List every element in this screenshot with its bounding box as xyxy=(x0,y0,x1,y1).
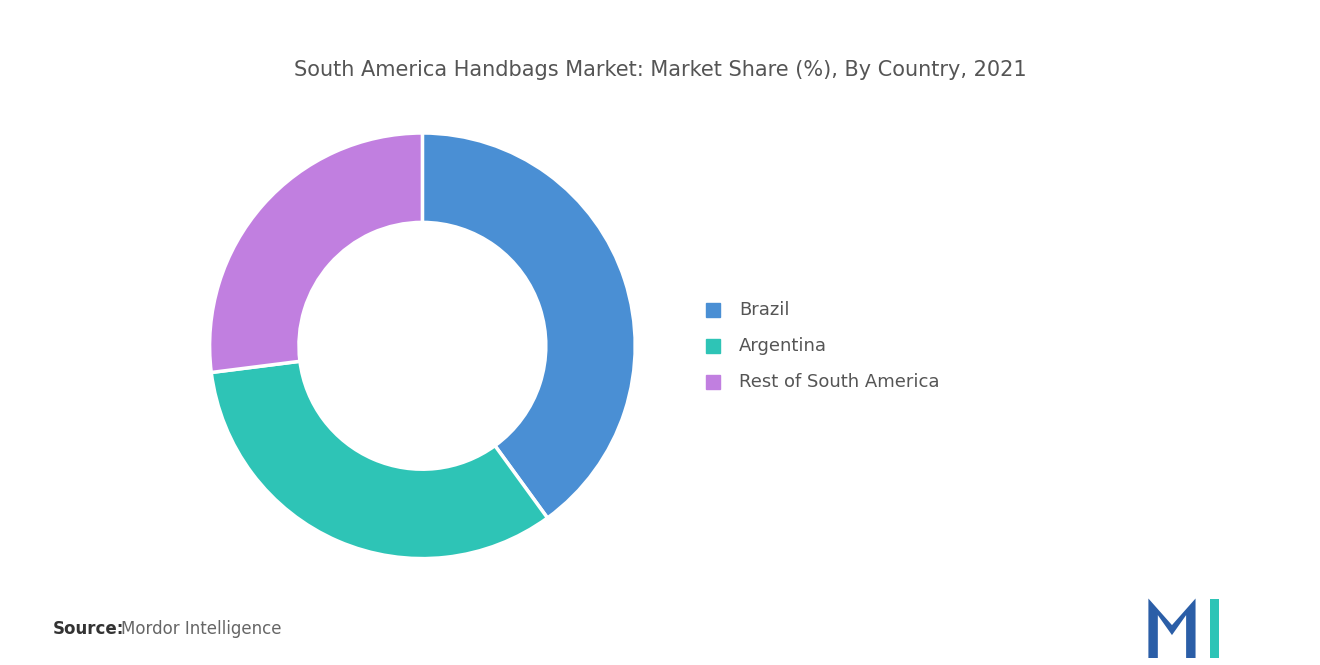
Polygon shape xyxy=(1209,598,1220,658)
Legend: Brazil, Argentina, Rest of South America: Brazil, Argentina, Rest of South America xyxy=(697,291,949,400)
Wedge shape xyxy=(211,361,548,559)
Polygon shape xyxy=(1148,598,1196,658)
Wedge shape xyxy=(422,133,635,518)
Text: South America Handbags Market: Market Share (%), By Country, 2021: South America Handbags Market: Market Sh… xyxy=(293,60,1027,80)
Text: Mordor Intelligence: Mordor Intelligence xyxy=(121,620,282,638)
Text: Source:: Source: xyxy=(53,620,124,638)
Wedge shape xyxy=(210,133,422,372)
